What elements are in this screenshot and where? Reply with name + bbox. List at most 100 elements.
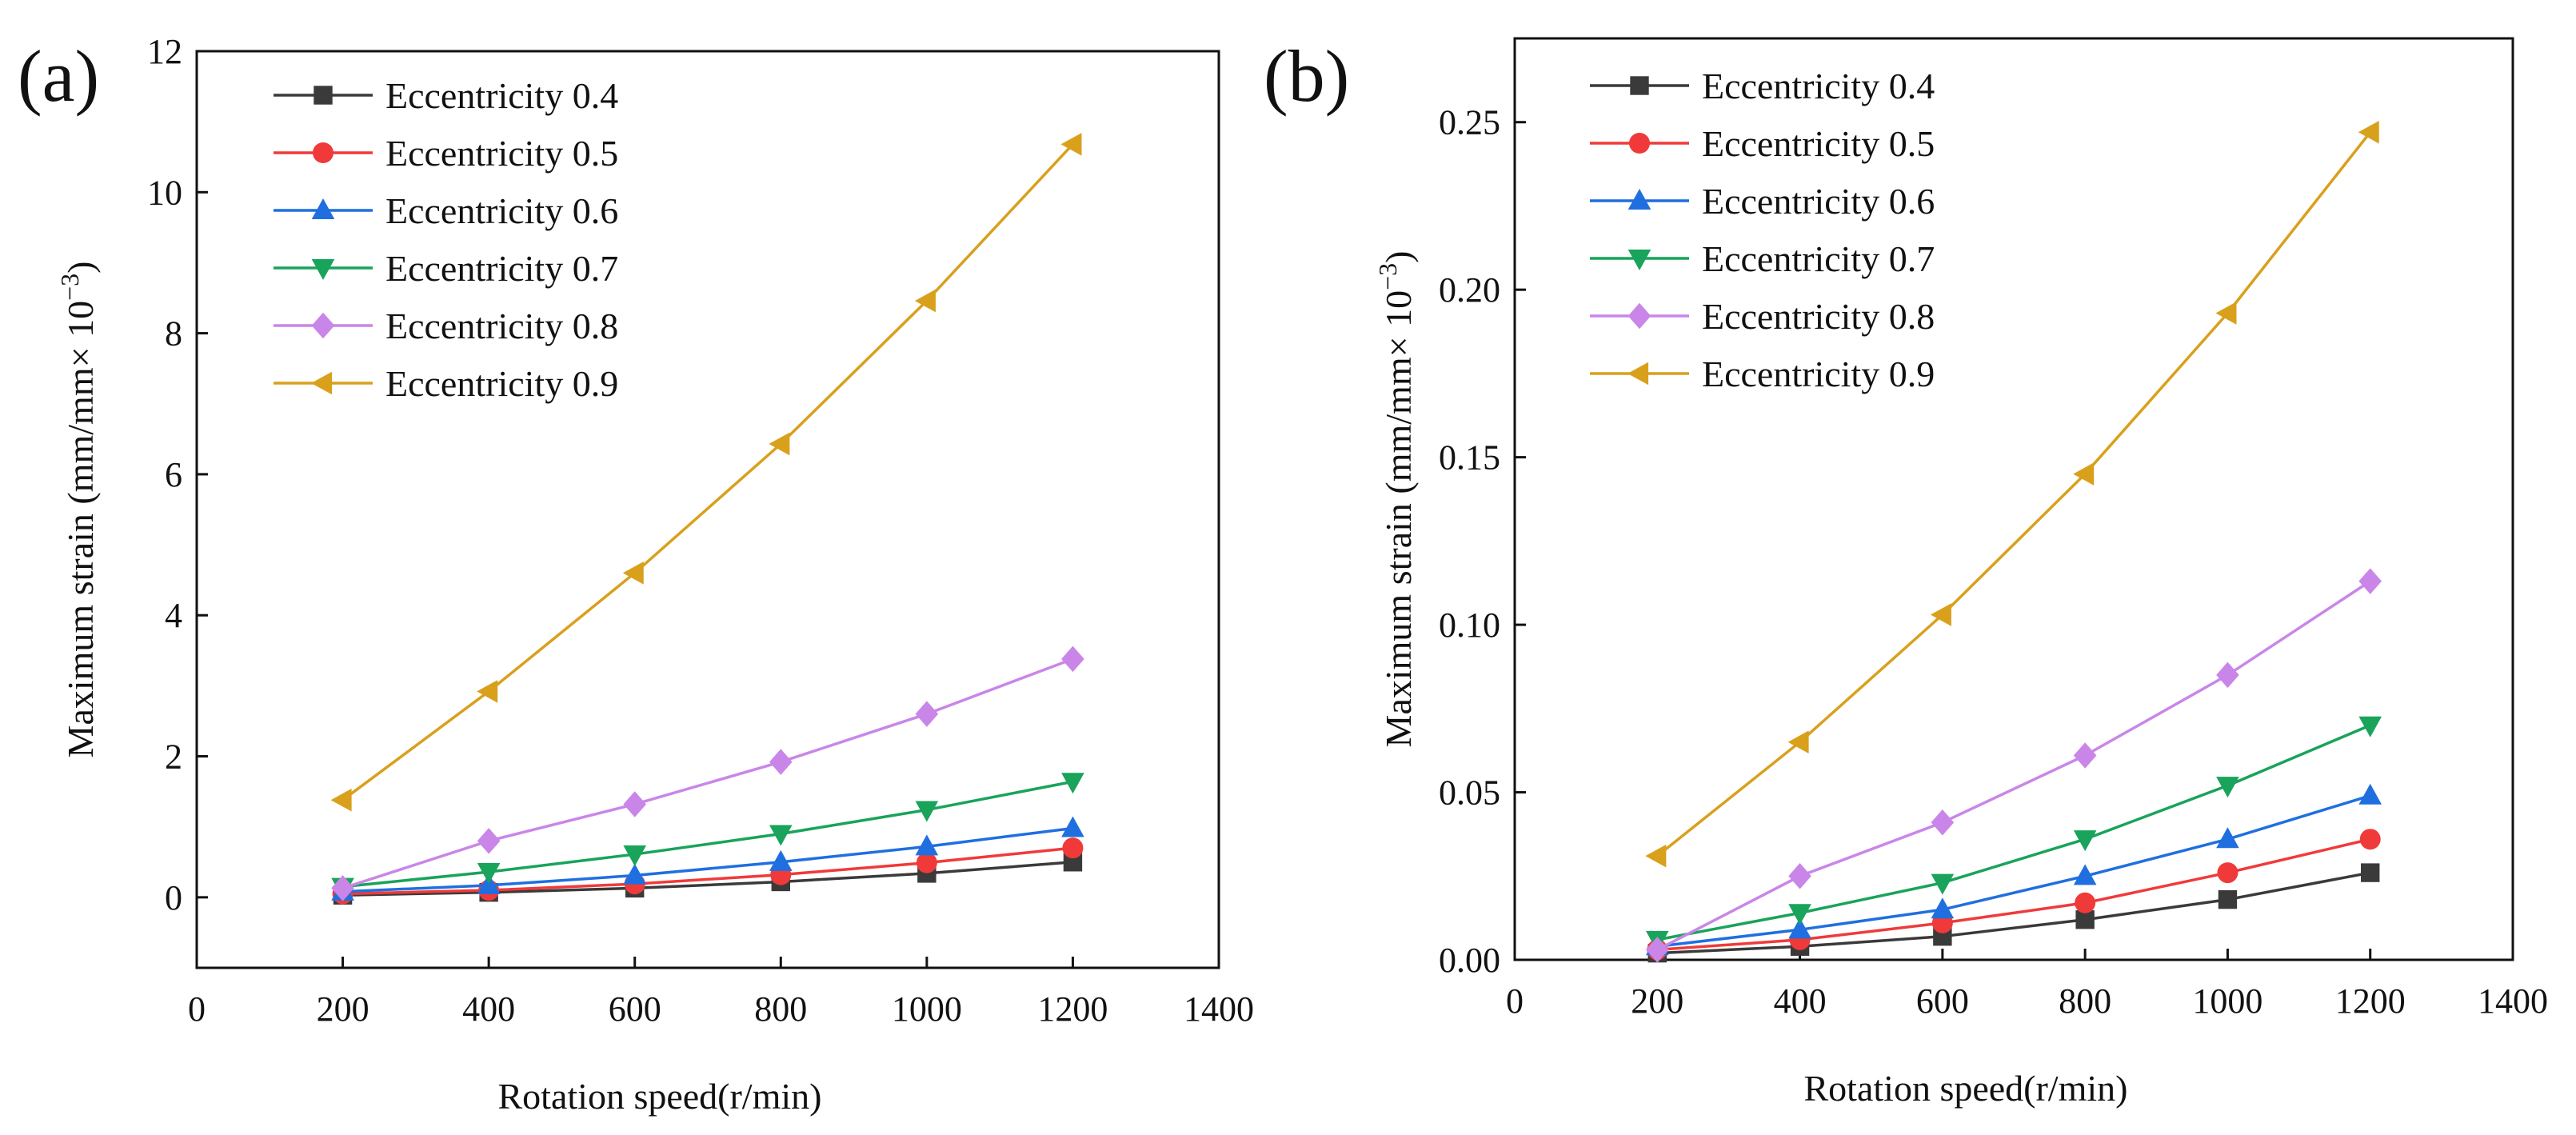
data-point	[769, 432, 790, 456]
x-tick-label: 600	[609, 989, 661, 1029]
y-tick-label: 10	[147, 173, 182, 212]
data-point	[916, 852, 937, 873]
data-point	[1787, 730, 1809, 754]
legend-marker	[311, 312, 335, 339]
data-point	[1645, 844, 1667, 868]
series-eccentricity-3	[1645, 783, 2382, 956]
legend-label: Eccentricity 0.5	[385, 133, 618, 174]
series-eccentricity-6	[330, 133, 1082, 812]
y-tick-label: 0.05	[1439, 773, 1500, 813]
data-point	[915, 701, 939, 727]
series-eccentricity-5	[331, 645, 1084, 901]
data-point	[2215, 302, 2237, 325]
data-point	[2361, 863, 2380, 882]
y-axis-title: Maximum strain (mm/mm× 10−3)	[1373, 251, 1419, 748]
series-line	[1657, 837, 2371, 952]
y-tick-label: 8	[165, 314, 182, 354]
data-point	[2073, 864, 2097, 885]
x-tick-label: 800	[754, 989, 807, 1029]
x-tick-label: 200	[1631, 981, 1683, 1021]
y-axis-title-exponent: −3	[1373, 263, 1402, 290]
data-point	[330, 788, 352, 812]
data-point	[623, 845, 647, 867]
legend-label: Eccentricity 0.7	[385, 248, 618, 289]
data-point	[1931, 897, 1955, 919]
series-line	[1657, 871, 2371, 955]
x-tick-label: 1400	[2478, 981, 2548, 1021]
series-eccentricity-2	[1647, 829, 2381, 961]
panel-label: (a)	[18, 35, 99, 117]
legend-marker	[1629, 133, 1650, 154]
data-point	[477, 828, 501, 854]
data-point	[2073, 830, 2097, 852]
plot-frame	[195, 50, 1220, 969]
legend-item-5: Eccentricity 0.8	[1590, 296, 1935, 337]
x-tick-label: 0	[188, 989, 206, 1029]
data-point	[1061, 773, 1084, 794]
data-point	[769, 825, 793, 846]
series-line	[1657, 794, 2371, 948]
legend-label: Eccentricity 0.8	[385, 306, 618, 346]
legend-item-4: Eccentricity 0.7	[1590, 238, 1935, 279]
legend-marker	[313, 142, 333, 163]
panel-label: (b)	[1264, 35, 1349, 117]
y-tick-label: 12	[147, 32, 182, 71]
data-point	[915, 801, 939, 822]
y-tick-label: 2	[165, 737, 182, 777]
y-tick-label: 0	[165, 878, 182, 917]
legend-item-4: Eccentricity 0.7	[274, 248, 618, 289]
legend-item-3: Eccentricity 0.6	[1590, 181, 1935, 222]
legend-marker	[1627, 362, 1649, 386]
data-point	[477, 863, 501, 885]
y-tick-label: 0.25	[1439, 103, 1500, 142]
data-point	[769, 749, 793, 775]
data-point	[2358, 568, 2382, 594]
chart-panel-1: (a) 0 200 400 600 800 1000 1200 1400 0 2 4 6 8 10 12 Rot…	[18, 32, 1254, 1117]
x-axis-title: Rotation speed(r/min)	[498, 1076, 822, 1117]
data-point	[2073, 462, 2095, 486]
data-point	[2075, 910, 2095, 929]
data-point	[1930, 603, 1951, 626]
x-tick-label: 600	[1916, 981, 1969, 1021]
data-point	[623, 791, 647, 817]
y-axis-title-main: Maximum strain (mm/mm× 10	[1378, 290, 1419, 748]
series-eccentricity-4	[1645, 716, 2382, 952]
data-point	[1060, 133, 1082, 156]
data-point	[623, 863, 647, 885]
y-tick-label: 4	[165, 596, 182, 635]
data-point	[2218, 889, 2238, 909]
legend-marker	[1627, 302, 1651, 330]
data-point	[2216, 827, 2239, 849]
data-point	[2073, 742, 2097, 769]
y-tick-label: 0.20	[1439, 270, 1500, 310]
data-point	[622, 562, 644, 585]
legend-item-1: Eccentricity 0.4	[1590, 66, 1935, 106]
data-point	[1062, 837, 1084, 859]
legend-item-2: Eccentricity 0.5	[274, 133, 618, 174]
data-point	[2358, 783, 2382, 805]
series-line	[342, 826, 1073, 893]
plot-frame	[1513, 37, 2514, 961]
x-tick-label: 1200	[1037, 989, 1108, 1029]
y-axis-title-close: )	[60, 262, 101, 274]
series-eccentricity-3	[331, 816, 1084, 901]
series-line	[342, 657, 1074, 890]
x-tick-label: 1000	[892, 989, 962, 1029]
legend-label: Eccentricity 0.6	[1702, 181, 1935, 222]
data-point	[1788, 863, 1811, 889]
data-point	[2075, 892, 2096, 913]
y-axis-title-exponent: −3	[55, 274, 84, 301]
x-tick-label: 400	[1774, 981, 1827, 1021]
legend-label: Eccentricity 0.4	[385, 75, 618, 116]
data-point	[477, 680, 498, 703]
data-point	[914, 289, 936, 313]
legend-marker	[311, 258, 335, 280]
data-point	[1061, 816, 1084, 837]
data-point	[2216, 777, 2239, 798]
legend-item-6: Eccentricity 0.9	[274, 363, 618, 404]
data-point	[915, 834, 939, 856]
series-eccentricity-6	[1645, 120, 2379, 868]
series-line	[1656, 580, 2371, 951]
legend-item-6: Eccentricity 0.9	[1590, 354, 1935, 394]
